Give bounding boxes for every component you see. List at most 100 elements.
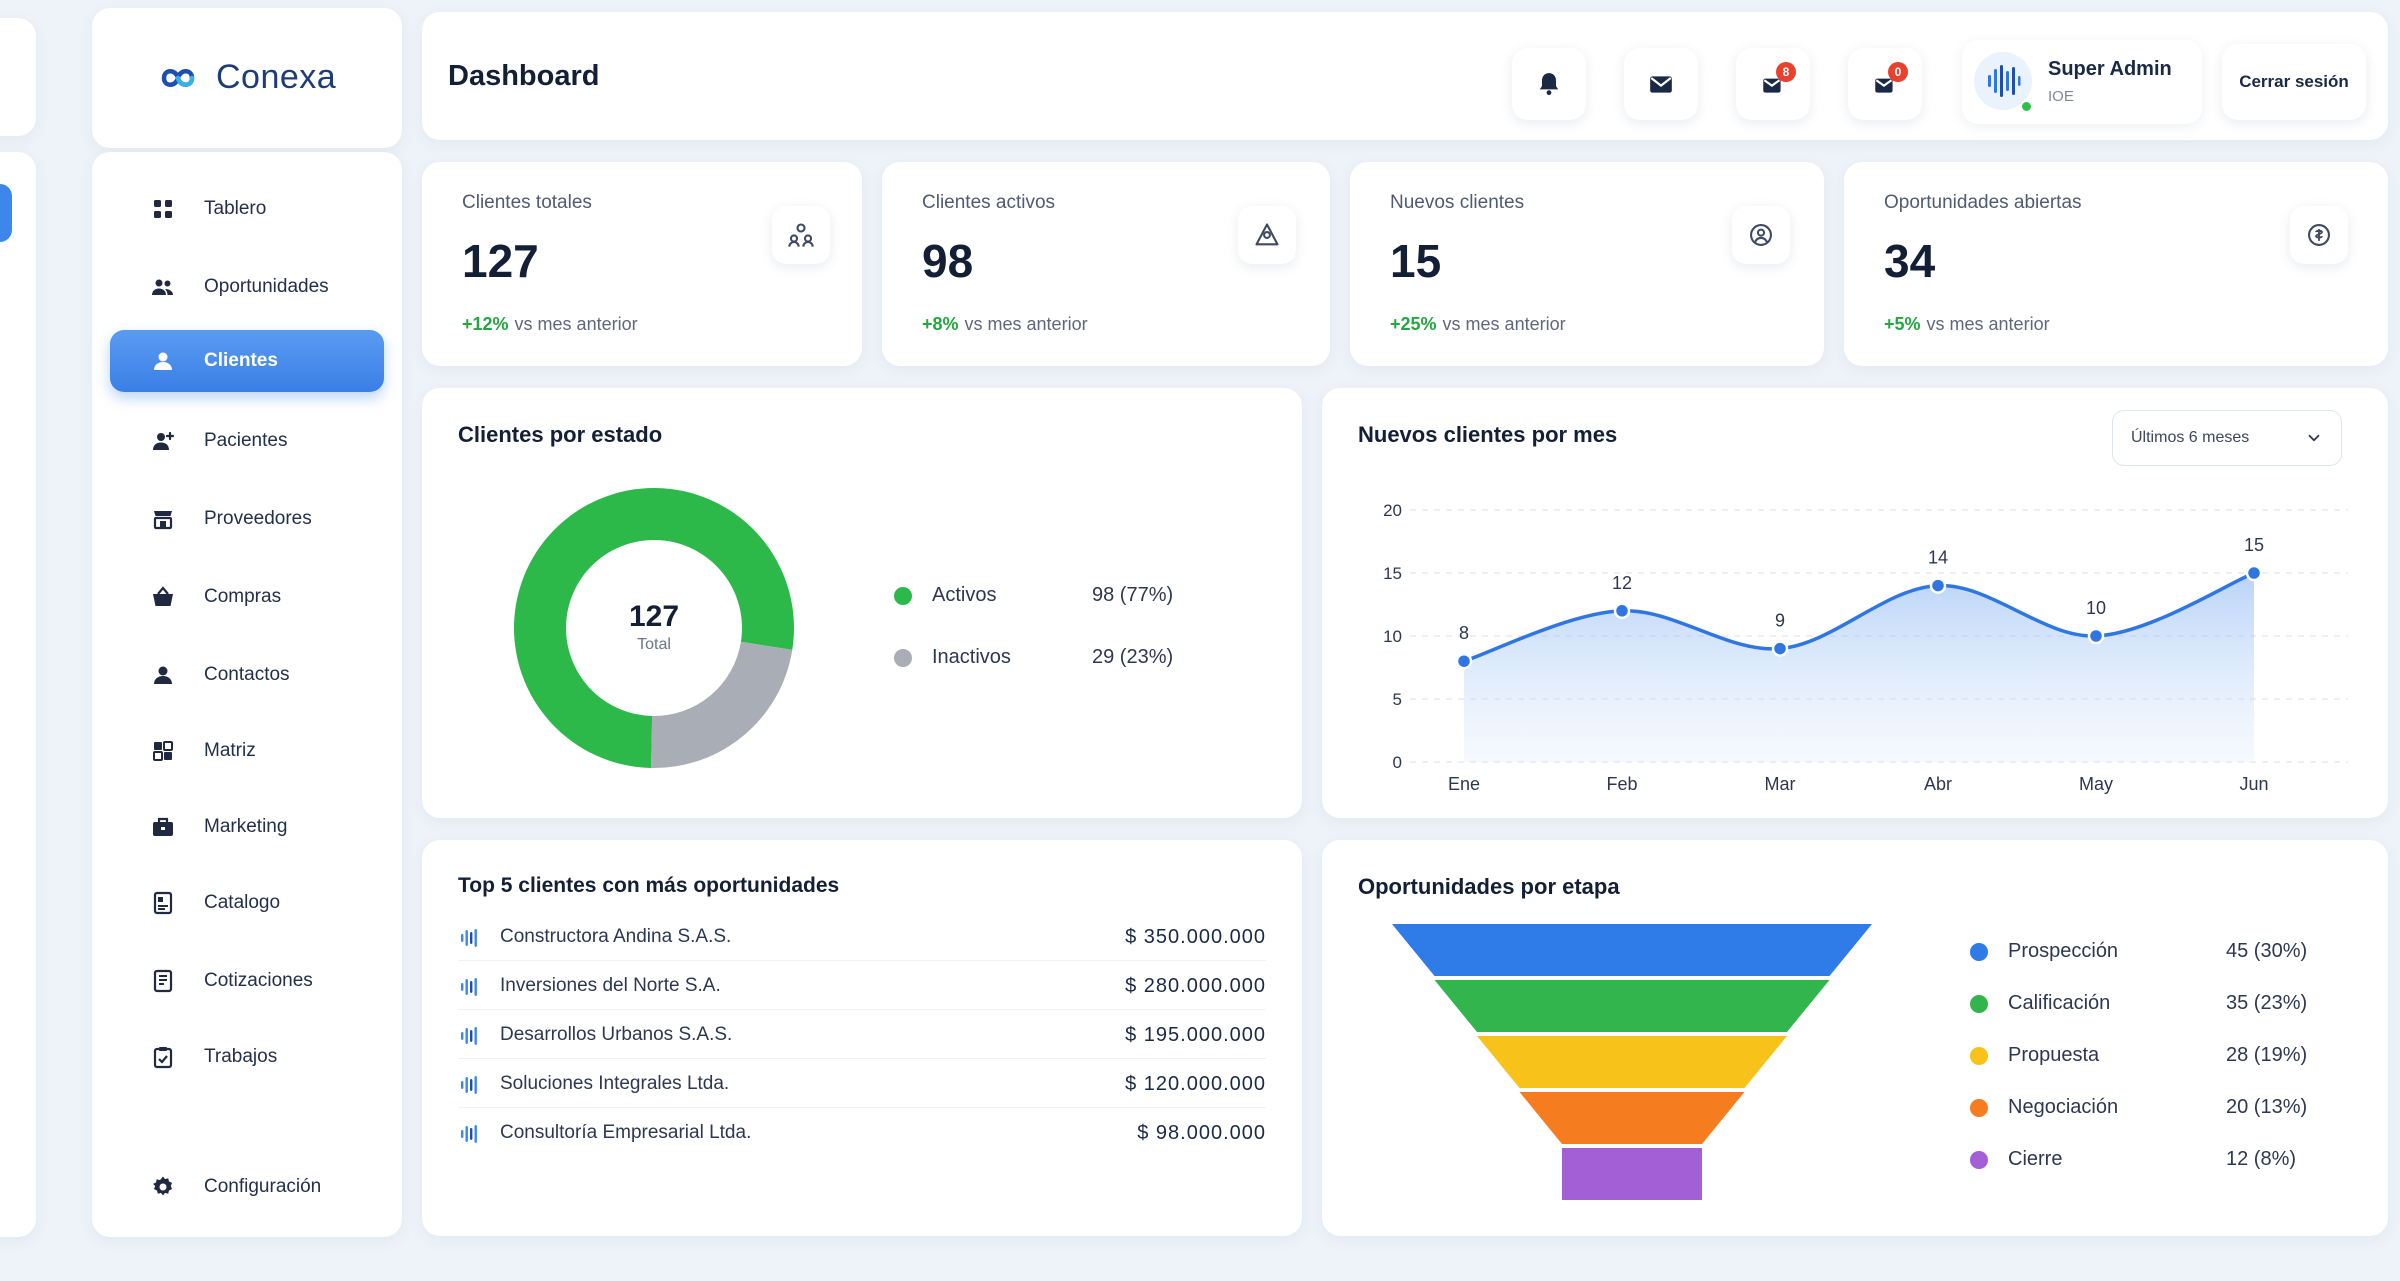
data-label: 10 (2086, 598, 2106, 618)
client-name: Soluciones Integrales Ltda. (500, 1073, 730, 1094)
logo-card: Conexa (92, 8, 402, 148)
range-select[interactable]: Últimos 6 meses (2112, 410, 2342, 466)
sidebar-item-label: Configuración (204, 1176, 322, 1197)
kpi-value: 34 (1884, 235, 1936, 287)
x-tick-label: May (2079, 774, 2113, 794)
kpi-delta-percent: +8% (922, 314, 959, 334)
funnel-stage-4[interactable] (1519, 1092, 1745, 1144)
sidebar-item-pacientes[interactable]: Pacientes (110, 410, 384, 472)
sidebar-item-marketing[interactable]: Marketing (110, 796, 384, 858)
chevron-down-icon (2308, 434, 2320, 442)
y-tick-label: 20 (1383, 501, 1402, 520)
sidebar-item-clientes[interactable]: Clientes (110, 330, 384, 392)
legend-label: Activos (932, 584, 997, 606)
funnel-stage-3[interactable] (1477, 1036, 1787, 1088)
grid-icon (150, 196, 176, 222)
new-users-icon (1732, 206, 1790, 264)
client-row[interactable]: Consultoría Empresarial Ltda. $ 98.000.0… (458, 1108, 1266, 1157)
data-point[interactable] (1613, 602, 1631, 620)
legend-swatch (1970, 942, 1988, 961)
sidebar-item-label: Compras (204, 586, 282, 607)
tasks-button[interactable]: 8 (1736, 48, 1810, 120)
donut-total-value: 127 (628, 600, 680, 633)
sidebar-item-proveedores[interactable]: Proveedores (110, 488, 384, 550)
notifications-button[interactable] (1512, 48, 1586, 120)
sidebar-item-trabajos[interactable]: Trabajos (110, 1026, 384, 1088)
sidebar-item-label: Pacientes (204, 430, 288, 451)
donut-slice-inactivos[interactable] (651, 641, 793, 768)
data-label: 9 (1775, 611, 1785, 631)
sidebar-item-oportunidades[interactable]: Oportunidades (110, 256, 384, 318)
sidebar-item-label: Catalogo (204, 892, 281, 913)
client-amount: $ 280.000.000 (1125, 975, 1266, 997)
sidebar-item-tablero[interactable]: Tablero (110, 178, 384, 240)
legend-swatch (1970, 1046, 1988, 1065)
data-point[interactable] (1771, 640, 1789, 657)
client-avatar-icon (461, 1125, 477, 1143)
series-line (1463, 571, 2255, 663)
client-row[interactable]: Inversiones del Norte S.A. $ 280.000.000 (458, 961, 1266, 1010)
notification-badge: 0 (1888, 62, 1908, 82)
user-menu[interactable]: Super Admin IOE (1962, 40, 2202, 124)
app-logo[interactable]: Conexa (150, 58, 336, 97)
legend-label: Prospección (2008, 940, 2119, 962)
kpi-delta-percent: +5% (1884, 314, 1921, 334)
client-row[interactable]: Constructora Andina S.A.S. $ 350.000.000 (458, 912, 1266, 961)
sidebar-item-compras[interactable]: Compras (110, 566, 384, 628)
client-row[interactable]: Soluciones Integrales Ltda. $ 120.000.00… (458, 1059, 1266, 1108)
kpi-label: Oportunidades abiertas (1884, 192, 2082, 213)
client-row[interactable]: Desarrollos Urbanos S.A.S. $ 195.000.000 (458, 1010, 1266, 1059)
funnel-stage-1[interactable] (1392, 924, 1872, 976)
sidebar-item-contactos[interactable]: Contactos (110, 644, 384, 706)
infinity-logo-icon (161, 68, 195, 87)
panel-title: Nuevos clientes por mes (1358, 422, 1618, 447)
kpi-label: Nuevos clientes (1390, 192, 1525, 213)
data-point[interactable] (1929, 577, 1947, 594)
logout-button[interactable]: Cerrar sesión (2222, 44, 2366, 120)
kpi-delta-percent: +25% (1390, 314, 1437, 334)
y-tick-label: 5 (1393, 690, 1402, 709)
funnel-stage-5[interactable] (1562, 1148, 1702, 1200)
sidebar-item-label: Trabajos (204, 1046, 278, 1067)
new-clients-by-month-panel: Nuevos clientes por mes Últimos 6 meses … (1322, 388, 2388, 818)
x-tick-label: Jun (2239, 774, 2268, 794)
donut-total-label: Total (637, 636, 671, 653)
notification-badge: 8 (1776, 62, 1796, 82)
x-tick-label: Abr (1924, 774, 1952, 794)
kpi-delta: +25% vs mes anterior (1390, 314, 1566, 335)
legend-value: 29 (23%) (1092, 646, 1174, 668)
legend-item: Negociación (1970, 1096, 2118, 1119)
sidebar-item-label: Oportunidades (204, 276, 329, 297)
data-point[interactable] (2087, 627, 2105, 645)
sidebar-item-matriz[interactable]: Matriz (110, 720, 384, 782)
mail-icon (1875, 78, 1893, 93)
donut-slice-activos[interactable] (514, 488, 794, 768)
funnel-stage-2[interactable] (1434, 980, 1830, 1032)
data-point[interactable] (2245, 564, 2263, 582)
legend-label: Inactivos (932, 646, 1011, 668)
quote-icon (150, 968, 176, 994)
legend-label: Negociación (2008, 1096, 2119, 1118)
sidebar-item-cotizaciones[interactable]: Cotizaciones (110, 950, 384, 1012)
legend-label: Propuesta (2008, 1044, 2100, 1066)
messages-button[interactable]: 0 (1848, 48, 1922, 120)
kpi-value: 98 (922, 235, 974, 287)
client-amount: $ 350.000.000 (1125, 926, 1266, 948)
legend-swatch (894, 648, 912, 667)
funnel-chart (1392, 924, 1872, 1200)
kpi-delta-text: vs mes anterior (964, 314, 1088, 334)
kpi-label: Clientes totales (462, 192, 592, 213)
sidebar: Tablero Oportunidades Clientes Pacientes… (92, 152, 402, 1237)
kpi-delta-percent: +12% (462, 314, 509, 334)
data-label: 8 (1459, 623, 1469, 643)
data-point[interactable] (1455, 652, 1473, 670)
legend-label: Cierre (2008, 1148, 2063, 1170)
client-amount: $ 120.000.000 (1125, 1073, 1266, 1095)
mail-button[interactable] (1624, 48, 1698, 120)
sidebar-item-catalogo[interactable]: Catalogo (110, 872, 384, 934)
sidebar-item-configuracion[interactable]: Configuración (110, 1156, 384, 1218)
y-tick-label: 10 (1383, 627, 1402, 646)
kpi-delta: +8% vs mes anterior (922, 314, 1088, 335)
legend-value: 20 (13%) (2226, 1096, 2308, 1118)
legend-value: 12 (8%) (2226, 1148, 2297, 1170)
